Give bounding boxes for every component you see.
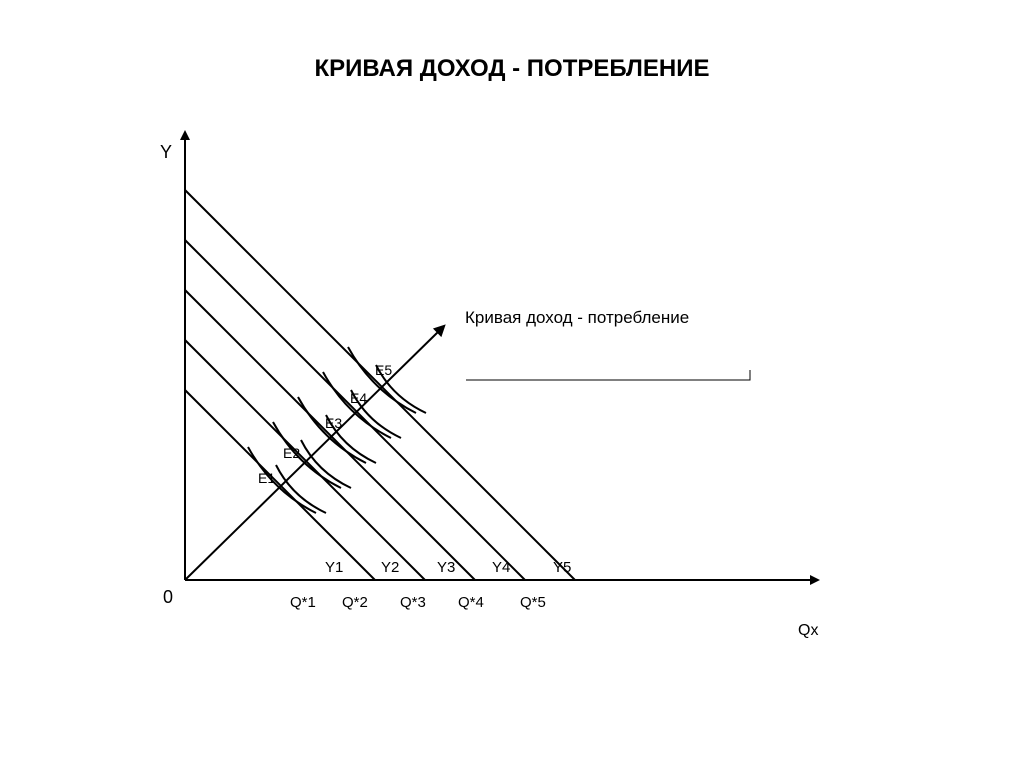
quantity-label: Q*4 xyxy=(458,594,484,611)
budget-line-y-label: Y5 xyxy=(553,559,571,576)
quantity-label: Q*5 xyxy=(520,594,546,611)
equilibrium-point-label: E5 xyxy=(375,362,392,378)
equilibrium-point-label: E3 xyxy=(325,415,342,431)
quantity-label: Q*3 xyxy=(400,594,426,611)
y-axis-label: Y xyxy=(160,142,172,162)
equilibrium-point-label: E4 xyxy=(350,390,367,406)
x-axis-label: Qx xyxy=(798,622,818,639)
equilibrium-point-label: E1 xyxy=(258,470,275,486)
arrowhead xyxy=(180,130,190,140)
budget-line-y-label: Y4 xyxy=(492,559,510,576)
budget-line-y-label: Y1 xyxy=(325,559,343,576)
budget-line-y-label: Y2 xyxy=(381,559,399,576)
income-consumption-label: Кривая доход - потребление xyxy=(465,308,689,327)
origin-label: 0 xyxy=(163,587,173,607)
annotation-leader xyxy=(466,370,750,380)
diagram-canvas: Y Qx 0 Y1 Q*1 Y2 Q*2 Y3 Q*3 Y4 Q*4 Y5 Q*5 Кривая дохо… xyxy=(0,0,1024,773)
equilibrium-point-label: E2 xyxy=(283,445,300,461)
quantity-label: Q*1 xyxy=(290,594,316,611)
arrowhead xyxy=(810,575,820,585)
budget-line-y-label: Y3 xyxy=(437,559,455,576)
quantity-label: Q*2 xyxy=(342,594,368,611)
